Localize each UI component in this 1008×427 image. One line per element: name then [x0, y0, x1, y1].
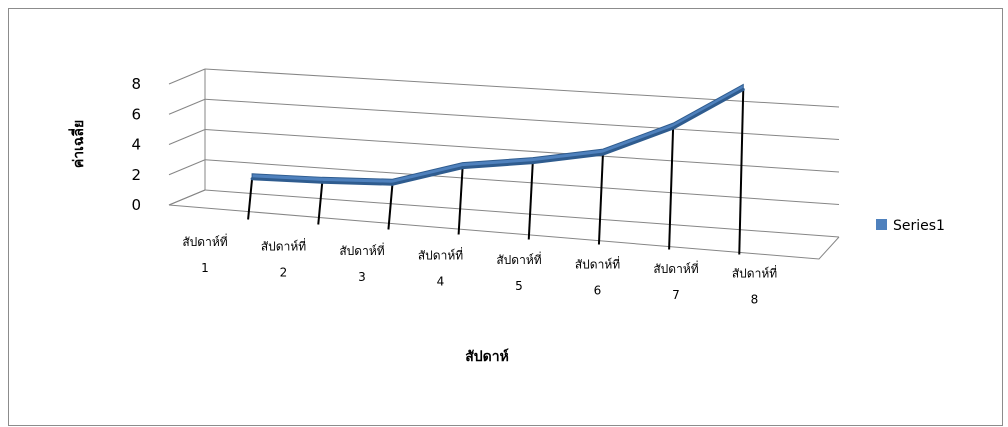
y-tick-label: 0 — [131, 196, 141, 214]
gridline — [204, 189, 840, 238]
data-point-7 — [671, 126, 675, 130]
category-label-line2: 5 — [515, 279, 523, 293]
y-tick-label: 4 — [131, 136, 141, 154]
category-label-line1: สัปดาห์ที่ — [575, 256, 620, 272]
gridline-side — [168, 159, 206, 176]
drop-lines — [247, 89, 745, 255]
y-tick-label: 2 — [131, 166, 141, 184]
gridline-side — [168, 189, 206, 206]
data-point-4 — [461, 166, 465, 170]
gridlines — [168, 68, 840, 238]
category-label-line1: สัปดาห์ที่ — [418, 247, 463, 263]
y-tick-label: 8 — [131, 75, 141, 93]
category-label-line1: สัปดาห์ที่ — [496, 251, 541, 267]
series-line — [252, 88, 744, 186]
category-label-line1: สัปดาห์ที่ — [653, 260, 698, 276]
drop-line — [247, 178, 254, 220]
category-label-line2: 3 — [358, 270, 366, 284]
series-ribbon — [250, 83, 745, 186]
category-label-line1: สัปดาห์ที่ — [261, 238, 306, 254]
category-label-line2: 6 — [594, 284, 602, 298]
drop-line — [668, 128, 675, 250]
category-label-line2: 8 — [751, 293, 759, 307]
legend: Series1 — [876, 218, 945, 234]
category-label-line2: 1 — [201, 261, 209, 275]
gridline — [204, 159, 840, 205]
data-point-5 — [531, 161, 535, 165]
drop-line — [457, 167, 464, 235]
y-axis-ticks: 0 2 4 6 8 — [131, 75, 141, 214]
gridline-side — [168, 68, 206, 85]
gridline — [204, 68, 840, 108]
gridline-side — [168, 98, 206, 115]
drop-line — [317, 182, 324, 225]
legend-swatch-series1 — [876, 219, 887, 230]
y-tick-label: 6 — [131, 105, 141, 123]
drop-line — [527, 162, 534, 240]
data-point-1 — [250, 177, 254, 181]
drop-line — [597, 154, 604, 245]
category-label-line1: สัปดาห์ที่ — [339, 242, 384, 258]
drop-line — [387, 184, 394, 230]
data-point-2 — [320, 180, 324, 184]
legend-label-series1: Series1 — [893, 218, 945, 234]
category-label-line1: สัปดาห์ที่ — [732, 265, 777, 281]
category-label-line2: 7 — [672, 288, 680, 302]
drop-line — [738, 89, 745, 255]
gridline — [204, 98, 840, 140]
series-ribbon-face — [251, 83, 744, 185]
category-label-line2: 4 — [437, 275, 445, 289]
gridline-side — [168, 129, 206, 145]
x-axis-title: สัปดาห์ — [465, 348, 509, 365]
category-label-line1: สัปดาห์ที่ — [182, 233, 227, 249]
data-point-6 — [601, 152, 605, 156]
category-labels: สัปดาห์ที่ 1 สัปดาห์ที่ 2 สัปดาห์ที่ 3 สัปดาห์… — [182, 233, 777, 307]
category-label-line2: 2 — [280, 266, 288, 280]
gridline — [204, 129, 840, 173]
y-axis-title: ค่าเฉลี่ย — [68, 120, 87, 168]
floor-edge — [168, 204, 840, 260]
data-point-8 — [741, 87, 745, 91]
data-point-3 — [390, 182, 394, 186]
